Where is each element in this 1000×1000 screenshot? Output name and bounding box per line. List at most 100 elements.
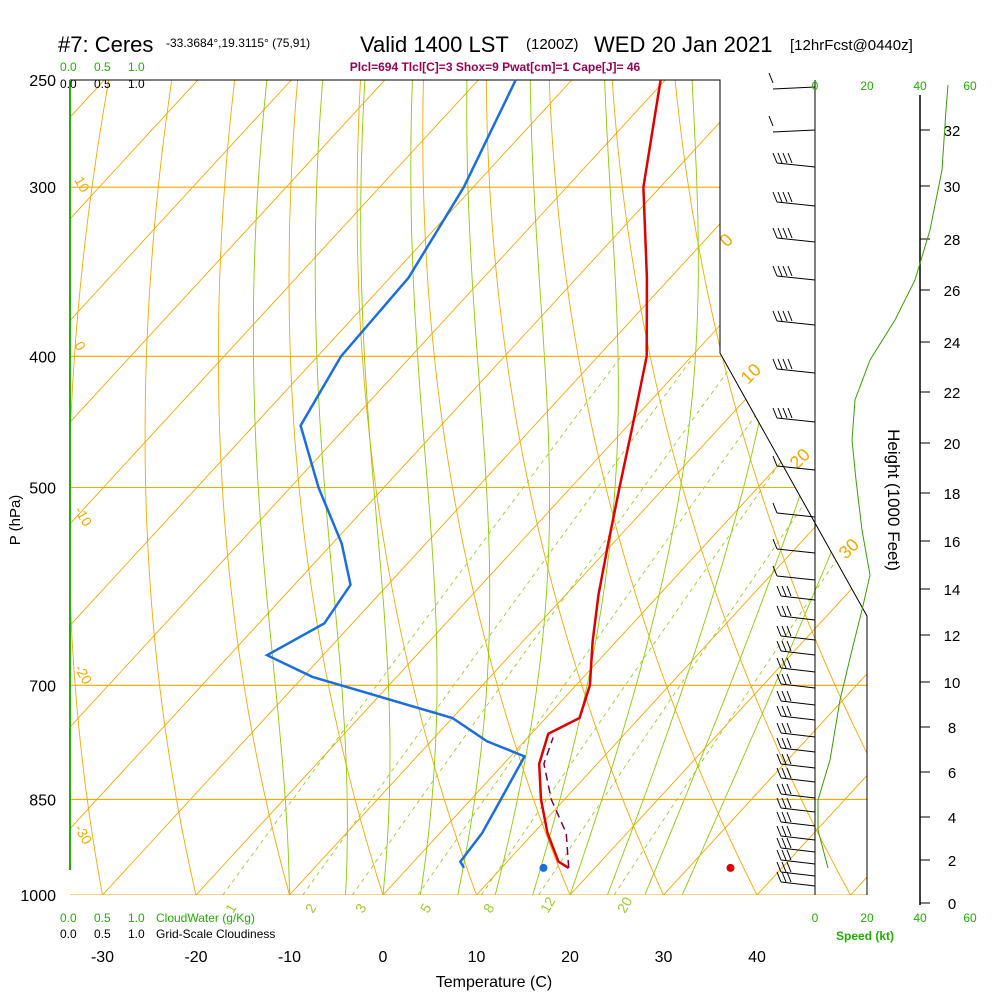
wind-barb-flag: [787, 407, 793, 419]
wind-barb-flag: [781, 585, 787, 597]
wind-barb-flag: [786, 737, 792, 749]
wind-barb: [776, 320, 816, 326]
height-tick-label: 30: [944, 179, 961, 196]
wind-barb-flag: [786, 797, 792, 809]
wind-barb-flag: [781, 690, 787, 702]
wind-barb-flag: [776, 797, 782, 809]
wind-barb-flag: [781, 783, 787, 795]
x-tick-label: -20: [184, 949, 207, 966]
wind-barb-flag: [786, 625, 792, 637]
wind-barb-flag: [781, 797, 787, 809]
moist-adiabat-line: [569, 80, 699, 895]
wind-barb-flag: [768, 72, 774, 84]
mixing-ratio-line: [222, 356, 622, 895]
cloudiness-tick-bottom-1: 0.5: [94, 927, 111, 941]
dry-adiabat-line: [990, 80, 1000, 895]
dry-adiabat-line: [144, 80, 197, 895]
wind-barb-flag: [786, 690, 792, 702]
height-tick-label: 18: [944, 486, 961, 503]
wind-barb-flag: [786, 767, 792, 779]
height-tick-label: 26: [944, 283, 961, 300]
wind-barb-flag: [781, 625, 787, 637]
mixing-ratio-line: [302, 356, 695, 895]
wind-barb-flag: [781, 605, 787, 617]
wind-barb-flag: [776, 625, 782, 637]
isotherm-label: -30: [71, 822, 95, 848]
valid-date: WED 20 Jan 2021: [594, 32, 773, 57]
wind-barb-flag: [787, 191, 793, 203]
wind-barb: [780, 650, 816, 656]
wind-barb: [780, 683, 816, 689]
wind-barb: [776, 237, 816, 243]
height-tick-label: 16: [944, 534, 961, 551]
wind-barb: [776, 512, 816, 518]
wind-barb-flag: [787, 358, 793, 370]
wind-barb-flag: [776, 825, 782, 837]
pressure-tick-label: 300: [29, 180, 56, 197]
wind-barb-flag: [776, 657, 782, 669]
wind-barb-flag: [781, 753, 787, 765]
height-tick-label: 0: [948, 896, 956, 913]
wind-barb: [776, 201, 816, 207]
x-axis-title: Temperature (C): [436, 974, 552, 991]
wind-barb-flag: [781, 657, 787, 669]
wind-barb-flag: [776, 811, 782, 823]
isotherm-line: [70, 80, 292, 895]
height-axis-title: Height (1000 Feet): [884, 429, 903, 571]
station-title: #7: Ceres: [58, 32, 153, 57]
wind-barb-flag: [782, 407, 788, 419]
pressure-tick-label: 850: [29, 792, 56, 809]
wind-barb-flag: [781, 871, 787, 883]
wind-barb: [780, 881, 816, 887]
wind-barb: [776, 368, 816, 374]
wind-barb: [780, 821, 816, 827]
wind-barb: [780, 777, 816, 783]
dry-adiabat-line: [217, 80, 290, 895]
wind-barb-flag: [781, 811, 787, 823]
wind-barb-flag: [772, 191, 778, 203]
wind-barb-flag: [786, 657, 792, 669]
dry-adiabat-line: [927, 80, 1000, 895]
wind-barb-flag: [786, 811, 792, 823]
moist-adiabat-line: [494, 80, 551, 895]
speed-axis-title: Speed (kt): [836, 929, 894, 943]
moist-adiabat-line: [252, 80, 290, 895]
theta-label: 30: [835, 535, 863, 563]
wind-barb: [780, 615, 816, 621]
x-tick-label: 20: [561, 949, 579, 966]
wind-barb-flag: [776, 737, 782, 749]
wind-barb: [776, 162, 816, 168]
pressure-tick-label: 250: [29, 73, 56, 90]
mixing-ratio-line: [417, 356, 799, 895]
cloudiness-tick-top-2: 1.0: [128, 77, 145, 91]
wind-barb-flag: [776, 722, 782, 734]
utc-time: (1200Z): [526, 36, 579, 53]
speed-tick-bottom: 60: [963, 911, 977, 925]
wind-barb-flag: [786, 871, 792, 883]
pressure-tick-label: 400: [29, 349, 56, 366]
isotherm-line: [70, 80, 386, 895]
wind-barb: [780, 847, 816, 853]
y-axis-title: P (hPa): [7, 495, 24, 546]
wind-barb-flag: [781, 705, 787, 717]
cloudwater-tick-bottom-0: 0.0: [60, 911, 77, 925]
wind-barb-flag: [786, 705, 792, 717]
pressure-tick-label: 500: [29, 481, 56, 498]
height-tick-label: 8: [948, 720, 956, 737]
wind-barb-flag: [776, 585, 782, 597]
wind-barb-flag: [777, 191, 783, 203]
wind-barb-flag: [781, 837, 787, 849]
wind-barb-flag: [772, 265, 778, 277]
wind-barb-flag: [776, 705, 782, 717]
wind-barb-flag: [776, 861, 782, 873]
wind-barb: [780, 793, 816, 799]
mixing-ratio-line: [351, 356, 739, 895]
wind-barb-flag: [776, 837, 782, 849]
wind-barb-flag: [786, 605, 792, 617]
mixing-ratio-label: 3: [352, 901, 370, 916]
wind-barb-flag: [777, 310, 783, 322]
wind-barb-flag: [781, 737, 787, 749]
x-tick-label: 0: [379, 949, 388, 966]
